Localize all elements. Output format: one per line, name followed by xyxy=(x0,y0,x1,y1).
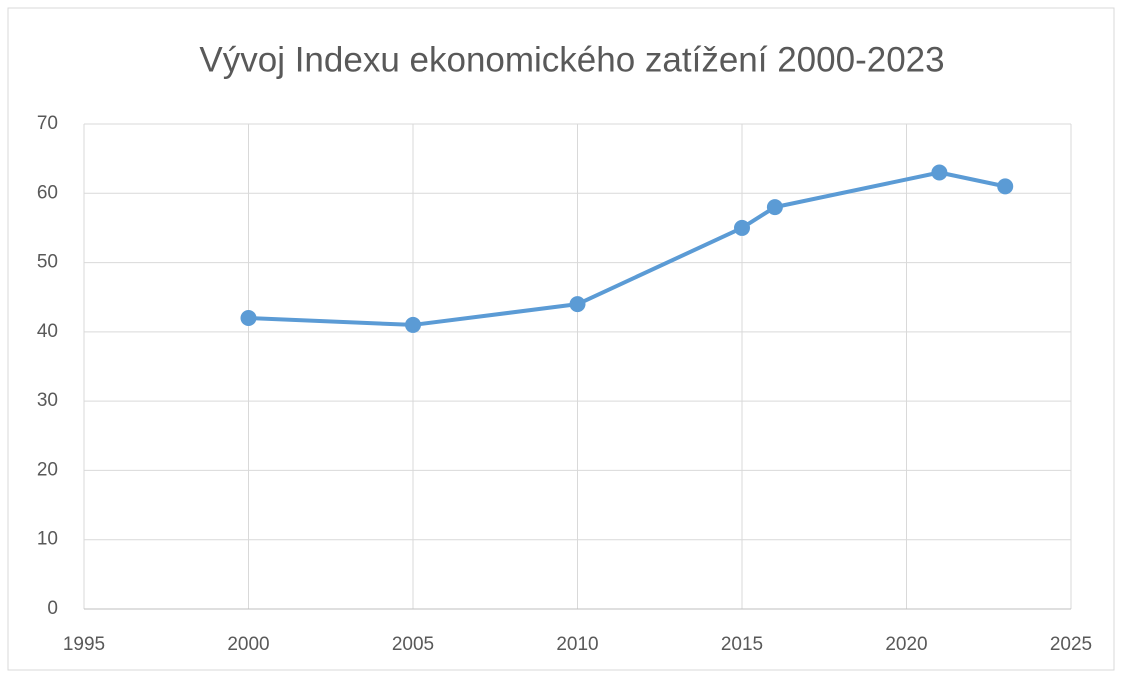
x-tick-label: 2025 xyxy=(1050,634,1092,655)
y-tick-label: 40 xyxy=(37,321,58,342)
y-tick-label: 50 xyxy=(37,252,58,273)
chart-frame xyxy=(7,7,1115,671)
marker xyxy=(766,199,783,216)
marker xyxy=(997,178,1014,195)
y-tick-label: 70 xyxy=(37,113,58,134)
y-tick-label: 20 xyxy=(37,459,58,480)
x-tick-label: 1995 xyxy=(63,634,105,655)
marker xyxy=(734,219,750,236)
marker xyxy=(569,296,586,313)
x-tick-label: 2015 xyxy=(721,634,763,655)
x-tick-label: 2000 xyxy=(227,634,269,655)
x-tick-label: 2020 xyxy=(885,634,927,655)
marker xyxy=(240,310,257,326)
x-tick-label: 2010 xyxy=(556,634,598,655)
y-tick-label: 30 xyxy=(37,390,58,411)
y-tick-label: 60 xyxy=(37,182,58,203)
y-tick-label: 10 xyxy=(37,529,58,550)
marker xyxy=(405,316,421,333)
x-tick-label: 2005 xyxy=(392,634,434,655)
chart-title: Vývoj Indexu ekonomického zatížení 2000-… xyxy=(199,40,944,79)
y-tick-label: 0 xyxy=(47,598,58,619)
marker xyxy=(931,164,948,181)
